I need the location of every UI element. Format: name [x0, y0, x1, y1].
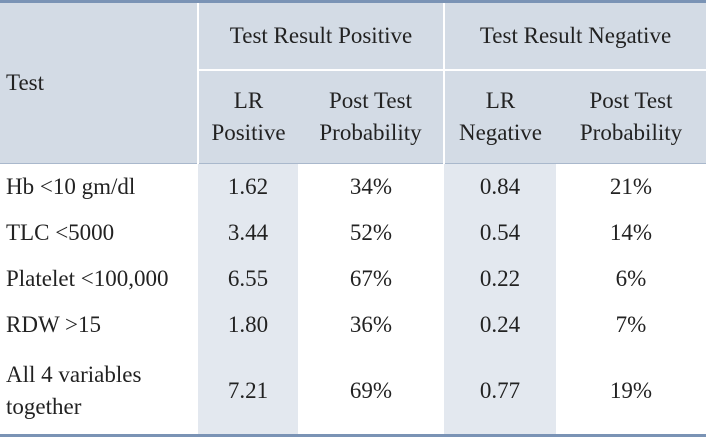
test-name: TLC <5000 [6, 220, 115, 245]
test-name-line1: All 4 variables [6, 362, 142, 387]
table-row: Platelet <100,000 6.55 67% 0.22 6% [0, 256, 706, 302]
post-test-positive-value: 34% [298, 163, 444, 210]
test-name: Hb <10 gm/dl [0, 163, 198, 210]
table-row: Hb <10 gm/dl 1.62 34% 0.84 21% [0, 163, 706, 210]
lr-negative-header-line2: Negative [458, 120, 542, 145]
table-row: RDW >15 1.80 36% 0.24 7% [0, 302, 706, 348]
test-column-header: Test [0, 1, 198, 164]
post-test-positive-header-line1: Post Test [329, 88, 412, 113]
post-test-negative-value: 21% [556, 163, 706, 210]
test-name: Platelet <100,000 [6, 266, 169, 291]
likelihood-ratio-table: Test Test Result Positive Test Result Ne… [0, 1, 706, 436]
negative-group-header: Test Result Negative [442, 1, 706, 71]
post-test-positive-value: 69% [349, 378, 393, 403]
header-row-groups: Test Test Result Positive Test Result Ne… [0, 1, 706, 164]
post-test-negative-header-line2: Probability [579, 120, 683, 145]
lr-positive-header: LR Positive [197, 70, 298, 164]
post-test-positive-header-line2: Probability [319, 120, 422, 145]
lr-negative-header-line1: LR [485, 88, 516, 113]
lr-positive-header-line1: LR [233, 88, 264, 113]
post-test-negative-header-line1: Post Test [589, 88, 673, 113]
table-row: TLC <5000 3.44 52% 0.54 14% [0, 210, 706, 256]
lr-negative-value: 0.77 [444, 348, 556, 436]
post-test-positive-value: 52% [349, 220, 393, 245]
lr-positive-value: 1.80 [198, 302, 298, 348]
post-test-negative-value: 6% [615, 266, 647, 291]
table-row: All 4 variables together 7.21 69% 0.77 1… [0, 348, 706, 436]
test-name: RDW >15 [6, 312, 101, 337]
post-test-negative-value: 7% [615, 312, 647, 337]
lr-negative-value: 0.22 [444, 256, 556, 302]
lr-negative-header: LR Negative [443, 70, 556, 164]
lr-negative-value: 0.84 [444, 163, 556, 210]
lr-positive-header-line2: Positive [211, 120, 286, 145]
lr-negative-value: 0.54 [444, 210, 556, 256]
post-test-positive-value: 67% [349, 266, 393, 291]
lr-positive-value: 7.21 [198, 348, 298, 436]
post-test-positive-value: 36% [349, 312, 393, 337]
lr-negative-value: 0.24 [444, 302, 556, 348]
post-test-negative-header: Post Test Probability [556, 70, 706, 164]
positive-group-header: Test Result Positive [197, 1, 444, 71]
post-test-positive-header: Post Test Probability [298, 70, 444, 164]
lr-positive-value: 6.55 [198, 256, 298, 302]
test-name: All 4 variables together [0, 348, 198, 436]
post-test-negative-value: 14% [609, 220, 653, 245]
test-name-line2: together [6, 394, 82, 419]
lr-positive-value: 1.62 [198, 163, 298, 210]
post-test-negative-value: 19% [609, 378, 653, 403]
lr-positive-value: 3.44 [198, 210, 298, 256]
